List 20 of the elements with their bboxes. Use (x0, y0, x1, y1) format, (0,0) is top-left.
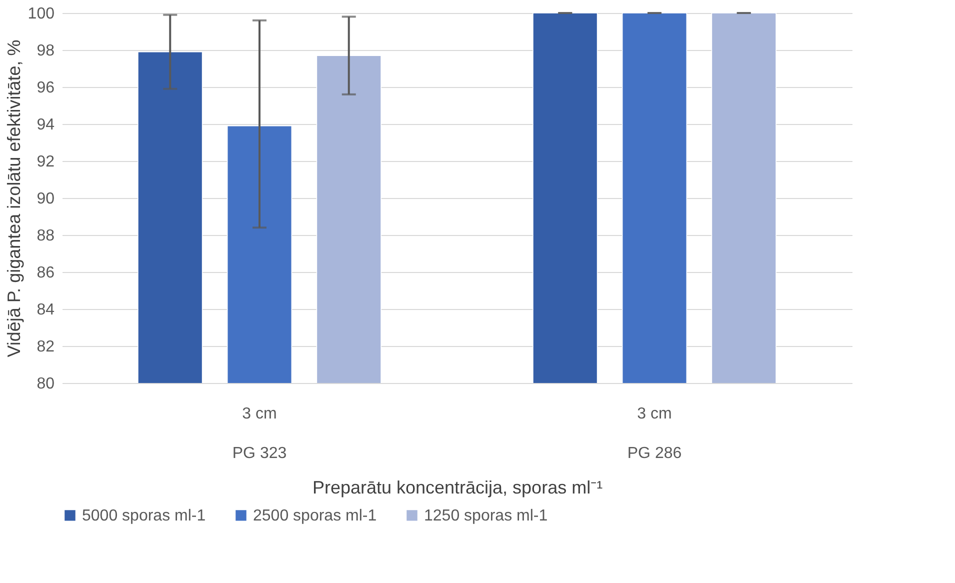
y-tick-label: 96 (36, 80, 55, 96)
x-tick-label: 3 cm (242, 406, 277, 422)
y-axis-title: Vidējā P. gigantea izolātu efektivitāte, % (4, 40, 24, 358)
x-tick-label: 3 cm (637, 406, 672, 422)
legend-label: 2500 sporas ml-1 (253, 507, 377, 524)
legend-label: 1250 sporas ml-1 (424, 507, 548, 524)
y-tick-label: 84 (36, 302, 55, 318)
y-tick-label: 100 (28, 6, 55, 22)
legend-label: 5000 sporas ml-1 (82, 507, 206, 524)
y-tick-label: 82 (36, 338, 55, 356)
text: PG 286 (627, 445, 682, 462)
y-tick-label: 80 (36, 376, 55, 392)
y-tick-label: 98 (36, 42, 55, 60)
x-axis-title: Preparātu koncentrācija, sporas ml⁻¹ (312, 478, 603, 498)
text: PG 323 (232, 445, 287, 462)
y-tick-label: 94 (36, 116, 55, 134)
y-tick-label: 88 (36, 228, 55, 244)
y-tick-label: 92 (36, 154, 55, 170)
y-tick-label: 86 (36, 264, 55, 282)
y-tick-label: 90 (36, 190, 55, 208)
